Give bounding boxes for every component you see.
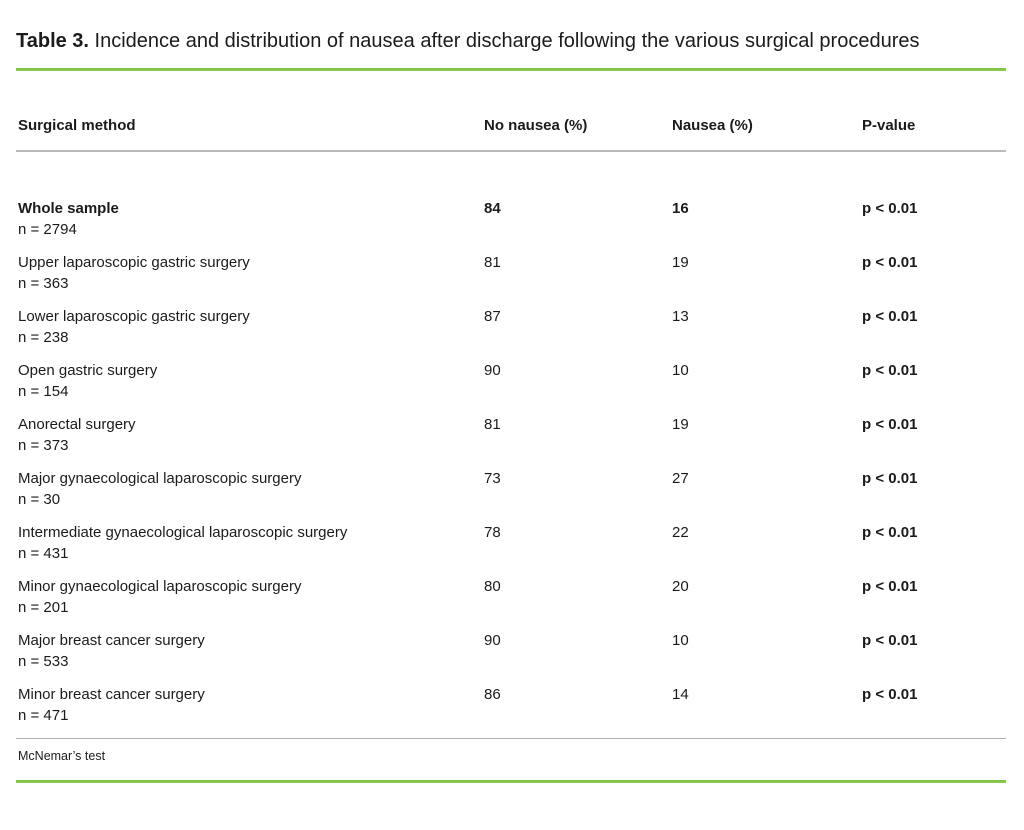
surgical-method-cell: Whole sample n = 2794 — [18, 198, 484, 240]
table-row: Minor breast cancer surgery n = 471 86 1… — [18, 684, 1006, 726]
p-value: p < 0.01 — [862, 632, 918, 649]
nausea-value: 22 — [672, 524, 689, 541]
surgical-method-cell: Minor gynaecological laparoscopic surger… — [18, 576, 484, 618]
method-name: Anorectal surgery — [18, 416, 136, 433]
nausea-value: 19 — [672, 416, 689, 433]
table-row: Minor gynaecological laparoscopic surger… — [18, 576, 1006, 618]
nausea-value: 10 — [672, 362, 689, 379]
bottom-accent-rule — [16, 780, 1006, 783]
p-value: p < 0.01 — [862, 578, 918, 595]
method-name: Whole sample — [18, 200, 119, 217]
table-row: Lower laparoscopic gastric surgery n = 2… — [18, 306, 1006, 348]
no-nausea-value: 90 — [484, 362, 501, 379]
sample-size: n = 431 — [18, 545, 69, 562]
p-value: p < 0.01 — [862, 200, 918, 217]
column-header-nausea: Nausea (%) — [672, 117, 753, 134]
footnote-divider-rule — [16, 738, 1006, 739]
no-nausea-value: 90 — [484, 632, 501, 649]
table-figure: Table 3. Incidence and distribution of n… — [0, 26, 1024, 783]
table-row: Major breast cancer surgery n = 533 90 1… — [18, 630, 1006, 672]
no-nausea-value: 87 — [484, 308, 501, 325]
sample-size: n = 471 — [18, 707, 69, 724]
surgical-method-cell: Major gynaecological laparoscopic surger… — [18, 468, 484, 510]
p-value: p < 0.01 — [862, 362, 918, 379]
table-footnote: McNemar’s test — [18, 749, 106, 763]
no-nausea-value: 81 — [484, 254, 501, 271]
method-name: Lower laparoscopic gastric surgery — [18, 308, 250, 325]
table-row: Open gastric surgery n = 154 90 10 p < 0… — [18, 360, 1006, 402]
no-nausea-value: 81 — [484, 416, 501, 433]
no-nausea-value: 80 — [484, 578, 501, 595]
p-value: p < 0.01 — [862, 254, 918, 271]
table-caption: Table 3. Incidence and distribution of n… — [16, 26, 962, 57]
nausea-value: 10 — [672, 632, 689, 649]
table-header-row: Surgical method No nausea (%) Nausea (%)… — [16, 115, 1006, 136]
method-name: Intermediate gynaecological laparoscopic… — [18, 524, 348, 541]
data-table: Surgical method No nausea (%) Nausea (%)… — [16, 115, 1006, 764]
sample-size: n = 238 — [18, 329, 69, 346]
nausea-value: 13 — [672, 308, 689, 325]
p-value: p < 0.01 — [862, 686, 918, 703]
sample-size: n = 154 — [18, 383, 69, 400]
table-row: Anorectal surgery n = 373 81 19 p < 0.01 — [18, 414, 1006, 456]
no-nausea-value: 86 — [484, 686, 501, 703]
sample-size: n = 30 — [18, 491, 61, 508]
table-row: Upper laparoscopic gastric surgery n = 3… — [18, 252, 1006, 294]
method-name: Minor breast cancer surgery — [18, 686, 205, 703]
sample-size: n = 373 — [18, 437, 69, 454]
header-divider-rule — [16, 150, 1006, 152]
surgical-method-cell: Minor breast cancer surgery n = 471 — [18, 684, 484, 726]
sample-size: n = 2794 — [18, 221, 77, 238]
column-header-no-nausea: No nausea (%) — [484, 117, 588, 134]
p-value: p < 0.01 — [862, 524, 918, 541]
method-name: Major gynaecological laparoscopic surger… — [18, 470, 302, 487]
top-accent-rule — [16, 68, 1006, 71]
no-nausea-value: 73 — [484, 470, 501, 487]
table-body: Whole sample n = 2794 84 16 p < 0.01 Upp… — [16, 152, 1006, 726]
table-row: Whole sample n = 2794 84 16 p < 0.01 — [18, 198, 1006, 240]
nausea-value: 16 — [672, 200, 689, 217]
surgical-method-cell: Anorectal surgery n = 373 — [18, 414, 484, 456]
method-name: Upper laparoscopic gastric surgery — [18, 254, 250, 271]
p-value: p < 0.01 — [862, 308, 918, 325]
nausea-value: 27 — [672, 470, 689, 487]
sample-size: n = 201 — [18, 599, 69, 616]
table-caption-text: Incidence and distribution of nausea aft… — [89, 30, 920, 52]
method-name: Open gastric surgery — [18, 362, 158, 379]
surgical-method-cell: Open gastric surgery n = 154 — [18, 360, 484, 402]
nausea-value: 19 — [672, 254, 689, 271]
method-name: Major breast cancer surgery — [18, 632, 205, 649]
table-row: Intermediate gynaecological laparoscopic… — [18, 522, 1006, 564]
p-value: p < 0.01 — [862, 470, 918, 487]
no-nausea-value: 78 — [484, 524, 501, 541]
sample-size: n = 363 — [18, 275, 69, 292]
nausea-value: 20 — [672, 578, 689, 595]
surgical-method-cell: Lower laparoscopic gastric surgery n = 2… — [18, 306, 484, 348]
surgical-method-cell: Upper laparoscopic gastric surgery n = 3… — [18, 252, 484, 294]
method-name: Minor gynaecological laparoscopic surger… — [18, 578, 302, 595]
surgical-method-cell: Major breast cancer surgery n = 533 — [18, 630, 484, 672]
sample-size: n = 533 — [18, 653, 69, 670]
table-caption-label: Table 3. — [16, 30, 89, 52]
no-nausea-value: 84 — [484, 200, 501, 217]
column-header-surgical-method: Surgical method — [18, 117, 136, 134]
p-value: p < 0.01 — [862, 416, 918, 433]
nausea-value: 14 — [672, 686, 689, 703]
surgical-method-cell: Intermediate gynaecological laparoscopic… — [18, 522, 484, 564]
table-row: Major gynaecological laparoscopic surger… — [18, 468, 1006, 510]
column-header-p-value: P-value — [862, 117, 916, 134]
